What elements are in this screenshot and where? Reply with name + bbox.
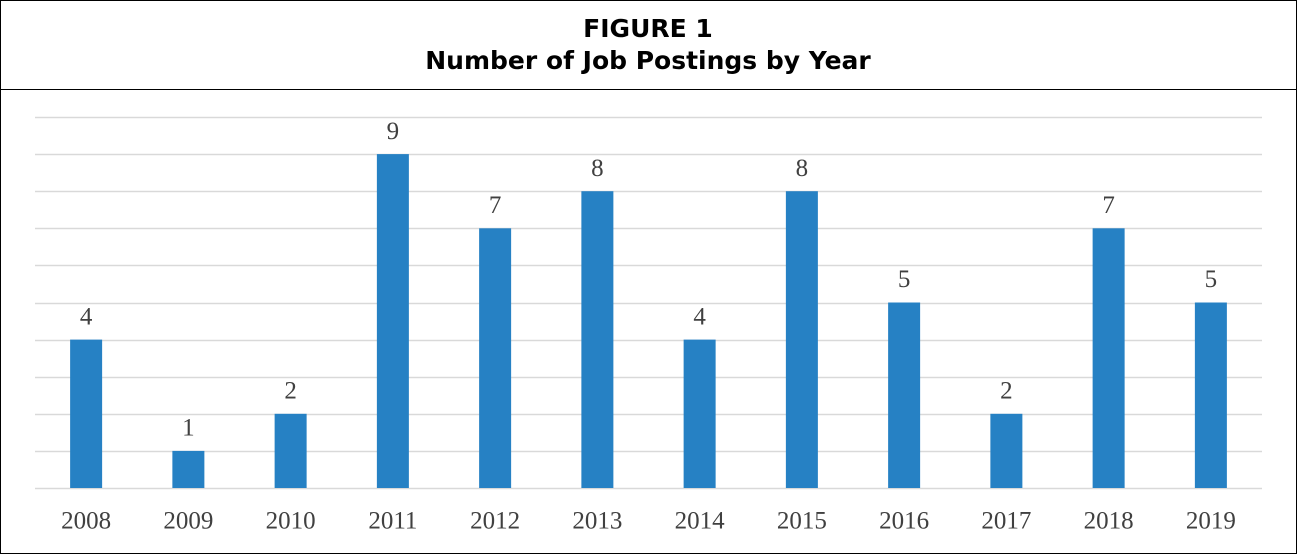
x-tick-label: 2014 xyxy=(675,508,726,535)
data-label: 2 xyxy=(1000,378,1013,405)
data-label: 5 xyxy=(1205,266,1218,293)
x-tick-label: 2008 xyxy=(61,508,111,535)
bar xyxy=(785,191,818,488)
x-tick-label: 2009 xyxy=(163,508,213,535)
data-label: 7 xyxy=(489,192,502,219)
x-tick-label: 2017 xyxy=(981,508,1031,535)
x-tick-label: 2010 xyxy=(266,508,316,535)
bar xyxy=(479,228,512,489)
chart-title: FIGURE 1 xyxy=(583,14,713,43)
data-label: 1 xyxy=(182,415,195,442)
bar xyxy=(683,339,716,488)
x-tick-label: 2011 xyxy=(368,508,417,535)
x-tick-label: 2018 xyxy=(1084,508,1134,535)
x-tick-label: 2015 xyxy=(777,508,827,535)
bar xyxy=(70,339,103,488)
bar xyxy=(990,413,1023,488)
bar xyxy=(376,154,409,488)
data-label: 9 xyxy=(387,118,400,145)
x-tick-label: 2013 xyxy=(572,508,622,535)
data-label: 4 xyxy=(693,303,706,330)
bar xyxy=(888,302,921,488)
x-tick-label: 2012 xyxy=(470,508,520,535)
bar xyxy=(1194,302,1227,488)
data-label: 4 xyxy=(80,303,93,330)
data-label: 8 xyxy=(796,155,809,182)
data-label: 8 xyxy=(591,155,604,182)
bar xyxy=(274,413,307,488)
data-label: 7 xyxy=(1102,192,1115,219)
bar xyxy=(581,191,614,488)
bar xyxy=(172,450,205,488)
data-label: 2 xyxy=(284,378,297,405)
bar xyxy=(1092,228,1125,489)
chart-subtitle: Number of Job Postings by Year xyxy=(425,46,871,75)
x-tick-label: 2019 xyxy=(1186,508,1236,535)
data-label: 5 xyxy=(898,266,911,293)
x-tick-label: 2016 xyxy=(879,508,929,535)
